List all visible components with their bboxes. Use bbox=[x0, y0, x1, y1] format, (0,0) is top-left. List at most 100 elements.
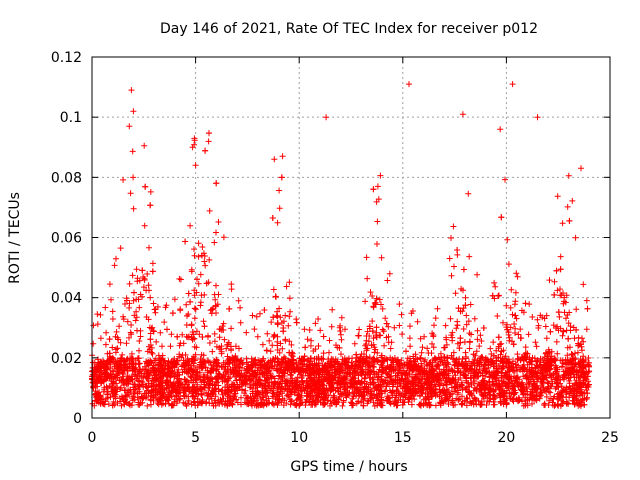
data-point bbox=[148, 349, 155, 356]
data-point bbox=[257, 310, 263, 317]
data-point bbox=[430, 333, 437, 340]
data-point bbox=[212, 296, 219, 303]
data-point bbox=[182, 238, 189, 245]
data-point bbox=[114, 334, 121, 341]
data-point bbox=[376, 332, 383, 339]
data-point bbox=[480, 366, 487, 372]
data-point bbox=[117, 339, 124, 346]
data-point bbox=[429, 393, 435, 400]
data-point bbox=[539, 376, 546, 383]
data-point bbox=[115, 370, 122, 377]
data-point bbox=[215, 219, 222, 225]
data-point bbox=[547, 395, 554, 402]
data-point bbox=[564, 352, 571, 359]
data-point bbox=[185, 333, 192, 340]
data-point bbox=[336, 393, 343, 400]
data-point bbox=[190, 331, 197, 338]
data-point bbox=[547, 328, 554, 335]
data-point bbox=[179, 352, 186, 359]
data-point bbox=[185, 366, 192, 373]
data-point bbox=[480, 393, 487, 400]
data-point bbox=[374, 218, 381, 225]
data-point bbox=[282, 337, 289, 344]
data-point bbox=[147, 358, 154, 365]
data-point bbox=[235, 384, 242, 391]
data-point bbox=[535, 322, 542, 329]
data-point bbox=[117, 245, 124, 252]
data-point bbox=[369, 318, 376, 325]
data-point bbox=[157, 329, 164, 336]
data-point bbox=[471, 362, 478, 369]
data-point bbox=[379, 305, 386, 312]
data-point bbox=[130, 297, 137, 304]
data-point bbox=[421, 333, 428, 340]
data-point bbox=[457, 369, 464, 376]
data-point bbox=[138, 378, 145, 385]
data-point bbox=[463, 395, 470, 401]
data-point bbox=[137, 291, 144, 298]
data-point bbox=[162, 304, 169, 311]
data-point bbox=[167, 374, 173, 381]
data-point bbox=[285, 391, 292, 398]
data-point bbox=[502, 176, 508, 183]
data-point bbox=[293, 364, 300, 371]
data-point bbox=[455, 360, 462, 367]
data-point bbox=[202, 364, 209, 371]
data-point bbox=[331, 394, 338, 401]
data-point bbox=[373, 334, 380, 341]
data-point bbox=[113, 328, 120, 335]
data-point bbox=[116, 323, 123, 330]
data-point bbox=[562, 299, 569, 306]
data-point bbox=[276, 187, 283, 194]
data-point bbox=[559, 332, 566, 339]
data-point bbox=[546, 277, 553, 284]
data-point bbox=[368, 390, 375, 397]
data-point bbox=[252, 356, 259, 363]
data-point bbox=[90, 340, 97, 347]
data-point bbox=[439, 387, 446, 394]
data-point bbox=[215, 386, 222, 393]
data-point bbox=[237, 319, 244, 326]
data-point bbox=[227, 343, 234, 350]
data-point bbox=[206, 256, 213, 263]
data-point bbox=[362, 298, 369, 305]
data-point bbox=[197, 361, 204, 368]
data-point bbox=[170, 402, 177, 409]
data-point bbox=[563, 315, 569, 322]
data-point bbox=[509, 396, 516, 403]
data-point bbox=[116, 395, 123, 402]
data-point bbox=[143, 374, 150, 381]
data-point bbox=[197, 302, 204, 309]
data-point bbox=[168, 331, 175, 338]
data-point bbox=[264, 364, 271, 371]
data-point bbox=[150, 392, 157, 399]
data-point bbox=[208, 310, 215, 317]
data-point bbox=[279, 360, 286, 367]
data-point bbox=[157, 397, 164, 404]
data-point bbox=[164, 378, 171, 384]
data-point bbox=[247, 393, 254, 400]
data-point bbox=[201, 258, 208, 265]
data-point bbox=[126, 280, 133, 287]
data-point bbox=[512, 330, 518, 336]
data-point bbox=[131, 367, 138, 373]
data-point bbox=[503, 395, 510, 402]
data-point bbox=[529, 374, 536, 381]
data-point bbox=[407, 323, 413, 330]
data-point bbox=[573, 306, 580, 313]
data-point bbox=[512, 378, 519, 385]
data-point bbox=[184, 334, 191, 341]
data-point bbox=[152, 306, 159, 313]
data-point bbox=[326, 380, 333, 387]
data-point bbox=[312, 320, 319, 327]
data-point bbox=[419, 344, 426, 351]
data-point bbox=[553, 338, 560, 345]
data-point bbox=[288, 352, 295, 359]
data-point bbox=[136, 277, 143, 284]
data-point bbox=[532, 339, 539, 346]
data-point bbox=[495, 292, 502, 299]
data-point bbox=[136, 347, 142, 354]
data-point bbox=[197, 271, 204, 278]
data-point bbox=[553, 380, 560, 387]
data-point bbox=[195, 253, 202, 260]
